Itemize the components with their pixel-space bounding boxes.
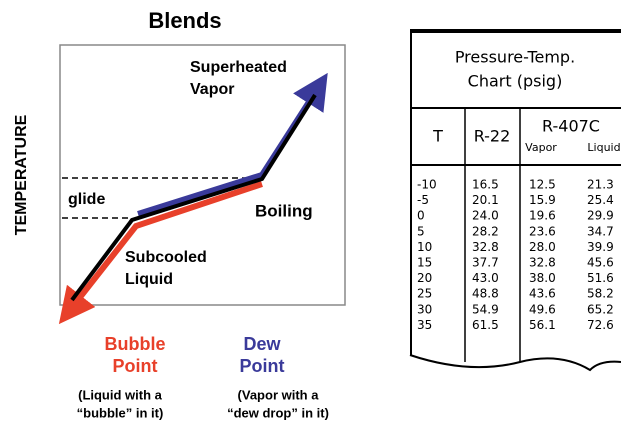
bubble-point: Bubble <box>105 334 166 354</box>
table-cell: 72.6 <box>587 318 614 332</box>
liquid-line <box>58 181 263 325</box>
table-cell: -5 <box>417 193 429 207</box>
label-boiling: Boiling <box>255 201 313 220</box>
label-glide: glide <box>68 191 105 208</box>
table-cell: 19.6 <box>529 209 556 223</box>
table-cell: 20.1 <box>472 193 499 207</box>
plot-box <box>59 44 346 306</box>
table-cell: 54.9 <box>472 302 499 316</box>
table-cell: 0 <box>417 209 425 223</box>
table-cell: 28.2 <box>472 224 499 238</box>
table-cell: 24.0 <box>472 209 499 223</box>
table-cell: -10 <box>417 178 437 192</box>
table-cell: 30 <box>417 302 432 316</box>
table-cell: 28.0 <box>529 240 556 254</box>
bubble-point: Point <box>113 356 158 376</box>
table-header: T <box>432 127 443 146</box>
table-cell: 15.9 <box>529 193 556 207</box>
table-cell: 61.5 <box>472 318 499 332</box>
table-cell: 58.2 <box>587 287 614 301</box>
table-cell: 25.4 <box>587 193 614 207</box>
table-cell: 38.0 <box>529 271 556 285</box>
table-title: Chart (psig) <box>468 72 563 91</box>
table-cell: 43.0 <box>472 271 499 285</box>
tear-edge <box>409 354 621 372</box>
table-cell: 51.6 <box>587 271 614 285</box>
title: Blends <box>148 8 221 33</box>
table-header: R-407C <box>542 117 600 136</box>
dew-point: Point <box>240 356 285 376</box>
table-cell: 25 <box>417 287 432 301</box>
curve <box>70 93 317 302</box>
table-cell: 39.9 <box>587 240 614 254</box>
table-cell: 12.5 <box>529 178 556 192</box>
table-header: R-22 <box>474 127 511 146</box>
bubble-note: (Liquid with a <box>78 387 163 402</box>
table-cell: 48.8 <box>472 287 499 301</box>
dew-note: “dew drop” in it) <box>227 405 329 420</box>
bubble-note: “bubble” in it) <box>77 405 164 420</box>
dew-note: (Vapor with a <box>238 387 320 402</box>
table-cell: 49.6 <box>529 302 556 316</box>
table-cell: 23.6 <box>529 224 556 238</box>
table-subheader: Vapor <box>525 141 557 154</box>
label-subcooled: Liquid <box>125 271 173 288</box>
table-cell: 21.3 <box>587 178 614 192</box>
table-subheader: Liquid <box>587 141 620 154</box>
y-axis-label: TEMPERATURE <box>13 114 30 235</box>
table-cell: 65.2 <box>587 302 614 316</box>
table-cell: 15 <box>417 256 432 270</box>
table-cell: 37.7 <box>472 256 499 270</box>
label-superheated: Superheated <box>190 59 287 76</box>
table-cell: 32.8 <box>472 240 499 254</box>
table-title: Pressure-Temp. <box>455 48 575 67</box>
label-superheated: Vapor <box>190 81 234 98</box>
table-cell: 20 <box>417 271 432 285</box>
table-cell: 5 <box>417 224 425 238</box>
table-cell: 10 <box>417 240 432 254</box>
table-cell: 56.1 <box>529 318 556 332</box>
table-cell: 29.9 <box>587 209 614 223</box>
label-subcooled: Subcooled <box>125 249 207 266</box>
table-cell: 34.7 <box>587 224 614 238</box>
table-cell: 35 <box>417 318 432 332</box>
table-cell: 32.8 <box>529 256 556 270</box>
table-cell: 16.5 <box>472 178 499 192</box>
dew-point: Dew <box>243 334 281 354</box>
table-cell: 43.6 <box>529 287 556 301</box>
table-cell: 45.6 <box>587 256 614 270</box>
